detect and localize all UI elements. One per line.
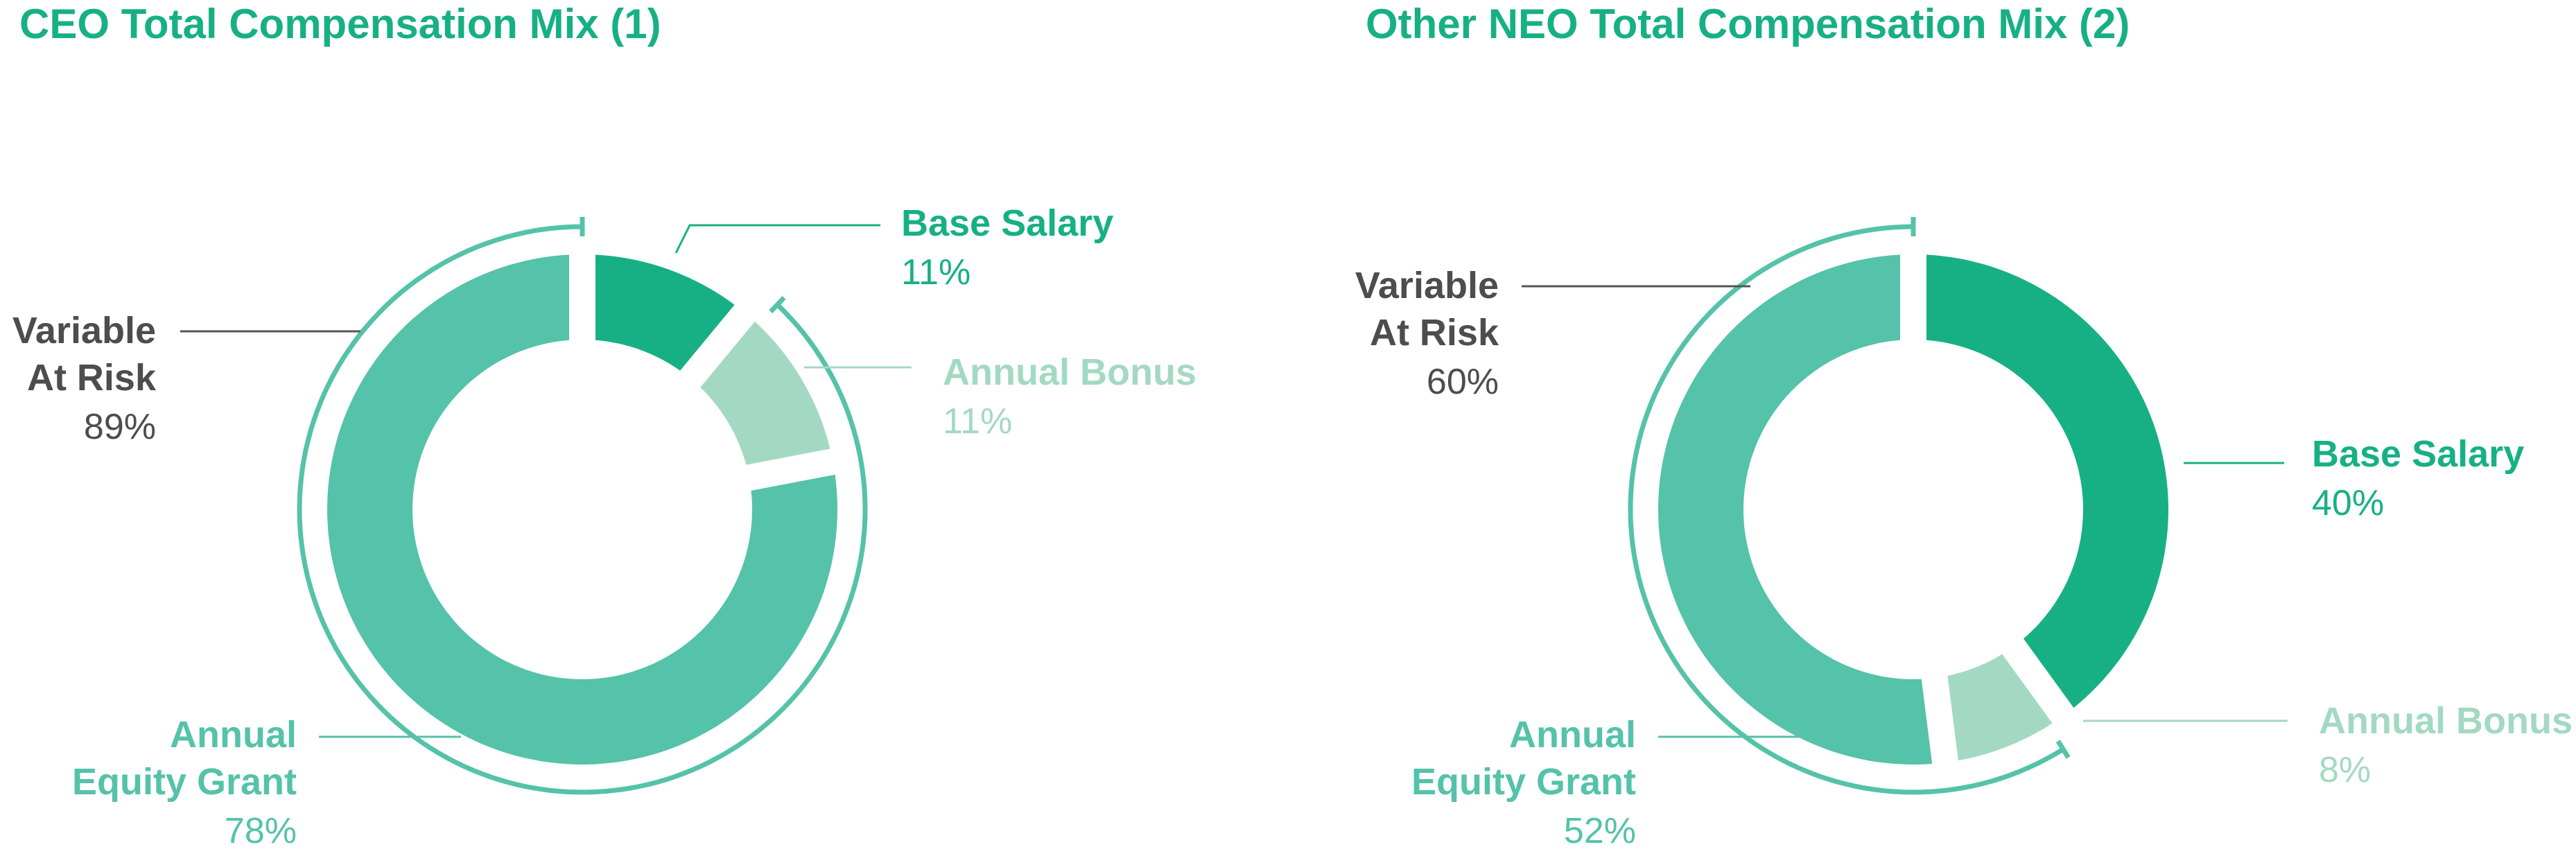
ceo-annual-equity-label: Annual Equity Grant 78% xyxy=(72,714,297,851)
neo-base-salary-name: Base Salary xyxy=(2312,433,2524,475)
ceo-donut xyxy=(180,217,912,795)
ceo-variable-at-risk-bracket xyxy=(297,224,868,795)
neo-equity-line2: Equity Grant xyxy=(1411,761,1636,803)
ceo-variable-line1: Variable xyxy=(12,310,156,351)
ceo-annual-equity-slice xyxy=(327,254,837,765)
ceo-base-salary-value: 11% xyxy=(901,252,971,292)
ceo-annual-bonus-slice xyxy=(700,321,830,465)
neo-annual-bonus-slice xyxy=(1947,654,2053,761)
neo-equity-line1: Annual xyxy=(1509,714,1636,755)
neo-variable-line2: At Risk xyxy=(1370,312,1499,353)
ceo-leader-line-0 xyxy=(675,224,880,254)
ceo-variable-line2: At Risk xyxy=(27,357,157,399)
neo-base-salary-slice xyxy=(1926,254,2168,708)
neo-chart-title: Other NEO Total Compensation Mix (2) xyxy=(1366,1,2130,47)
ceo-equity-line2: Equity Grant xyxy=(72,761,297,803)
neo-equity-value: 52% xyxy=(1564,811,1636,851)
neo-annual-bonus-value: 8% xyxy=(2319,750,2371,790)
ceo-annual-bonus-name: Annual Bonus xyxy=(943,351,1196,393)
ceo-variable-value: 89% xyxy=(84,407,156,447)
ceo-equity-line1: Annual xyxy=(170,714,297,755)
ceo-equity-value: 78% xyxy=(225,811,297,851)
neo-bracket-tick-0 xyxy=(2055,740,2071,759)
neo-annual-equity-label: Annual Equity Grant 52% xyxy=(1411,714,1636,851)
neo-variable-value: 60% xyxy=(1427,362,1499,402)
neo-annual-bonus-label: Annual Bonus 8% xyxy=(2319,700,2573,790)
neo-variable-at-risk-label: Variable At Risk 60% xyxy=(1355,265,1499,402)
neo-base-salary-value: 40% xyxy=(2312,483,2384,523)
neo-variable-line1: Variable xyxy=(1355,265,1499,306)
ceo-base-salary-slice xyxy=(595,254,735,371)
ceo-base-salary-label: Base Salary 11% xyxy=(901,202,1113,292)
ceo-variable-at-risk-label: Variable At Risk 89% xyxy=(12,310,157,447)
neo-donut xyxy=(1522,217,2288,795)
ceo-chart-title: CEO Total Compensation Mix (1) xyxy=(19,1,661,47)
ceo-annual-bonus-value: 11% xyxy=(943,401,1012,442)
neo-base-salary-label: Base Salary 40% xyxy=(2312,433,2524,523)
ceo-base-salary-name: Base Salary xyxy=(901,202,1113,244)
ceo-annual-bonus-label: Annual Bonus 11% xyxy=(943,351,1196,442)
ceo-bracket-tick-0 xyxy=(769,295,786,314)
neo-annual-bonus-name: Annual Bonus xyxy=(2319,700,2573,742)
neo-variable-at-risk-bracket xyxy=(1628,224,2064,795)
neo-annual-equity-slice xyxy=(1658,254,1933,765)
